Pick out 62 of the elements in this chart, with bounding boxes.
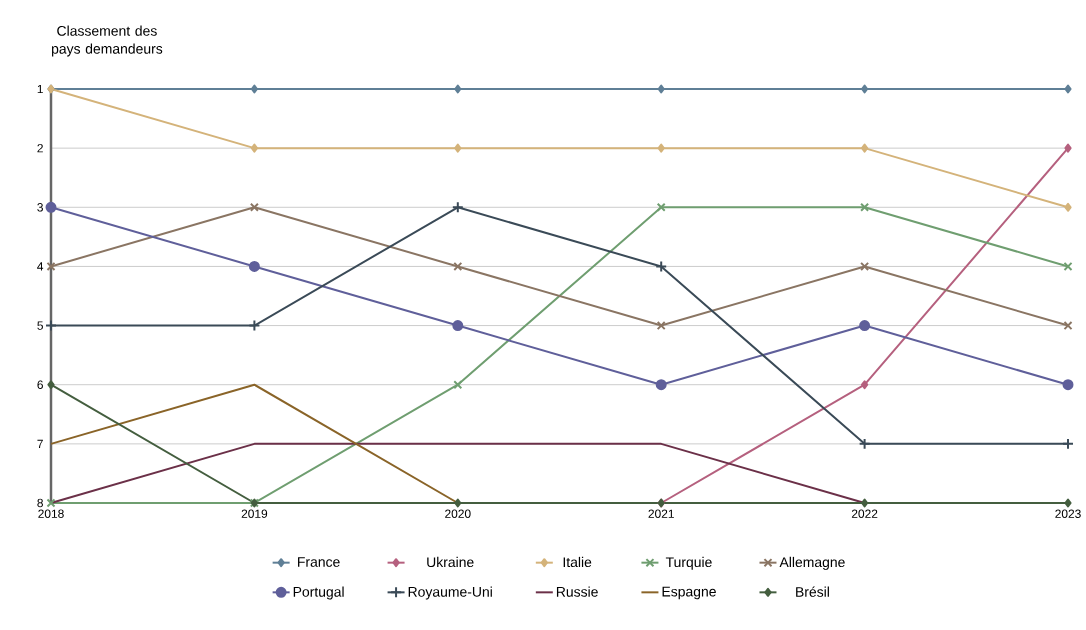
y-tick-label: 8 [37,498,43,508]
legend-label: Royaume-Uni [408,586,492,600]
x-tick-label: 2020 [445,509,471,518]
point [861,84,869,94]
point [655,379,667,391]
point [46,498,56,508]
point [1062,379,1074,391]
point [250,143,259,153]
y-tick-label: 4 [37,262,44,271]
point [451,201,464,214]
point [656,202,666,212]
point [453,261,463,271]
y-tick-label: 2 [37,143,43,153]
point [47,380,55,390]
y-tick-label: 5 [37,321,43,330]
point [1064,84,1072,94]
point [45,319,57,332]
x-tick-label: 2019 [241,509,268,518]
point [657,84,665,94]
point [454,498,462,508]
x-tick-label: 2021 [648,509,674,518]
point [859,320,871,332]
point [454,84,462,94]
point [860,202,870,212]
point [861,498,869,508]
legend-label: Brésil [796,586,829,597]
x-tick-label: 2023 [1055,509,1081,518]
x-tick-label: 2022 [851,509,878,518]
point [861,380,869,390]
point [453,380,463,390]
legend-label: Russie [556,586,598,597]
point [248,260,260,272]
legend-label: Allemagne [779,556,845,570]
x-tick-label: 2018 [38,509,64,518]
point [1064,202,1072,212]
point [1063,261,1073,271]
point [1064,143,1072,153]
point [656,321,666,331]
legend-label: Espagne [662,586,716,600]
y-tick-label: 1 [37,84,43,94]
legend-label: Turquie [665,556,712,570]
point [860,261,870,271]
point [655,260,668,273]
legend-label: Portugal [293,586,344,600]
y-tick-label: 6 [37,380,43,389]
point [1063,321,1073,331]
point [1064,498,1072,508]
legend-label: France [298,557,340,567]
legend-label: Ukraine [427,556,474,568]
point [249,202,259,212]
point [452,320,464,332]
point [861,143,869,153]
point [657,143,665,153]
point [454,143,462,153]
point [46,261,56,271]
y-tick-label: 3 [37,203,43,212]
point [248,319,261,332]
legend-label: Italie [563,556,592,568]
point [45,201,57,213]
y-tick-label: 7 [37,439,43,448]
point [250,84,259,94]
y-axis-title: Classement des pays demandeurs [52,25,163,57]
